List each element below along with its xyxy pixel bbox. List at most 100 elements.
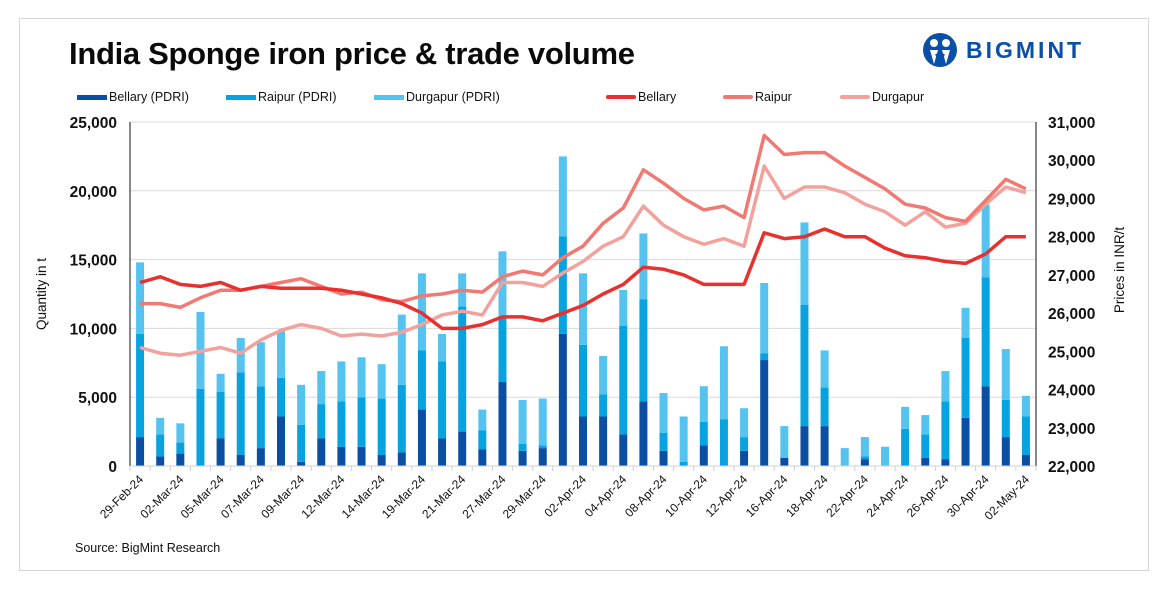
bar-raipur-pdri: [860, 456, 869, 460]
bar-durgapur-pdri: [518, 399, 527, 444]
legend-label: Raipur (PDRI): [258, 90, 337, 104]
x-tick-label: 24-Apr-24: [864, 472, 912, 520]
x-tick-label: 12-Apr-24: [703, 472, 751, 520]
bar-bellary-pdri: [478, 449, 487, 466]
bigmint-logo: BIGMINT: [922, 32, 1084, 68]
bar-raipur-pdri: [901, 428, 910, 466]
legend-label: Durgapur (PDRI): [406, 90, 500, 104]
y-axis-title: Quantity in t: [34, 258, 49, 330]
bar-bellary-pdri: [981, 386, 990, 466]
legend-label: Raipur: [755, 90, 792, 104]
bar-bellary-pdri: [961, 417, 970, 466]
bar-raipur-pdri: [196, 388, 205, 466]
bar-bellary-pdri: [136, 437, 145, 466]
bar-durgapur-pdri: [760, 282, 769, 354]
y2-tick-label: 25,000: [1048, 344, 1095, 361]
x-tick-label: 22-Apr-24: [823, 472, 871, 520]
bar-bellary-pdri: [820, 426, 829, 466]
bar-durgapur-pdri: [719, 346, 728, 420]
line-bellary: [139, 227, 1026, 331]
bar-bellary-pdri: [760, 360, 769, 466]
y2-axis-title: Prices in INR/t: [1112, 227, 1127, 314]
y2-tick-label: 23,000: [1048, 421, 1095, 438]
bar-durgapur-pdri: [619, 289, 628, 326]
bar-bellary-pdri: [397, 452, 406, 466]
bar-durgapur-pdri: [921, 415, 930, 435]
bar-raipur-pdri: [156, 434, 165, 457]
y2-tick-label: 24,000: [1048, 383, 1095, 400]
bar-raipur-pdri: [719, 419, 728, 466]
y-tick-label: 10,000: [70, 321, 117, 338]
bar-bellary-pdri: [1001, 437, 1010, 466]
bar-bellary-pdri: [800, 426, 809, 466]
y-tick-label: 0: [108, 459, 117, 476]
bar-raipur-pdri: [740, 437, 749, 451]
bar-bellary-pdri: [699, 445, 708, 466]
bar-durgapur-pdri: [941, 371, 950, 402]
bar-durgapur-pdri: [699, 386, 708, 422]
bar-raipur-pdri: [679, 461, 688, 466]
bar-bellary-pdri: [921, 457, 930, 466]
bar-durgapur-pdri: [659, 393, 668, 433]
chart-title: India Sponge iron price & trade volume: [69, 36, 635, 71]
bar-durgapur-pdri: [277, 331, 285, 378]
legend-swatch: [374, 94, 404, 100]
bar-bellary-pdri: [337, 446, 346, 466]
bar-bellary-pdri: [216, 438, 225, 466]
x-tick-label: 29-Mar-24: [500, 472, 549, 521]
bar-raipur-pdri: [136, 333, 145, 438]
bar-bellary-pdri: [256, 448, 265, 466]
bar-bellary-pdri: [377, 454, 386, 466]
bar-raipur-pdri: [538, 445, 547, 449]
bar-durgapur-pdri: [337, 361, 346, 402]
bar-bellary-pdri: [1021, 454, 1030, 466]
bar-bellary-pdri: [317, 438, 326, 466]
y-tick-label: 5,000: [78, 390, 117, 407]
bar-raipur-pdri: [417, 350, 426, 410]
legend-label: Durgapur: [872, 90, 925, 104]
bar-durgapur-pdri: [377, 364, 386, 399]
bar-raipur-pdri: [579, 344, 587, 417]
bar-raipur-pdri: [317, 404, 326, 439]
bar-raipur-pdri: [397, 384, 406, 453]
bar-durgapur-pdri: [256, 342, 265, 387]
bar-durgapur-pdri: [961, 307, 970, 339]
bar-bellary-pdri: [277, 416, 285, 466]
y-tick-label: 25,000: [70, 115, 117, 132]
y2-tick-label: 26,000: [1048, 306, 1095, 323]
bar-bellary-pdri: [639, 401, 648, 466]
bar-bellary-pdri: [941, 459, 950, 466]
bar-durgapur-pdri: [136, 262, 145, 334]
legend-label: Bellary: [638, 90, 677, 104]
bar-raipur-pdri: [699, 421, 708, 446]
price-lines: [139, 133, 1027, 357]
bar-raipur-pdri: [176, 442, 185, 454]
line-raipur: [140, 133, 1027, 310]
bar-raipur-pdri: [438, 361, 447, 439]
bar-durgapur-pdri: [438, 333, 447, 362]
bar-raipur-pdri: [377, 398, 386, 455]
bars: [136, 156, 1030, 466]
bar-raipur-pdri: [337, 401, 346, 447]
bar-raipur-pdri: [820, 387, 829, 427]
bar-bellary-pdri: [417, 409, 426, 466]
x-tick-label: 26-Apr-24: [904, 472, 952, 520]
bar-raipur-pdri: [478, 430, 487, 450]
legend-swatch: [723, 95, 753, 99]
legend-item-raipur: Raipur: [723, 90, 792, 104]
bar-raipur-pdri: [659, 432, 668, 451]
legend-label: Bellary (PDRI): [109, 90, 189, 104]
legend-swatch: [840, 95, 870, 99]
bigmint-logo-icon: [923, 33, 957, 67]
y2-tick-label: 27,000: [1048, 268, 1095, 285]
legend-item-durgapur-pdri: Durgapur (PDRI): [374, 90, 500, 104]
line-durgapur: [139, 164, 1027, 357]
bar-raipur-pdri: [1021, 416, 1030, 455]
bar-raipur-pdri: [800, 305, 809, 427]
bar-raipur-pdri: [921, 434, 930, 458]
bar-bellary-pdri: [236, 454, 245, 466]
bar-durgapur-pdri: [317, 371, 326, 405]
bar-durgapur-pdri: [881, 446, 889, 466]
bar-bellary-pdri: [619, 434, 628, 466]
